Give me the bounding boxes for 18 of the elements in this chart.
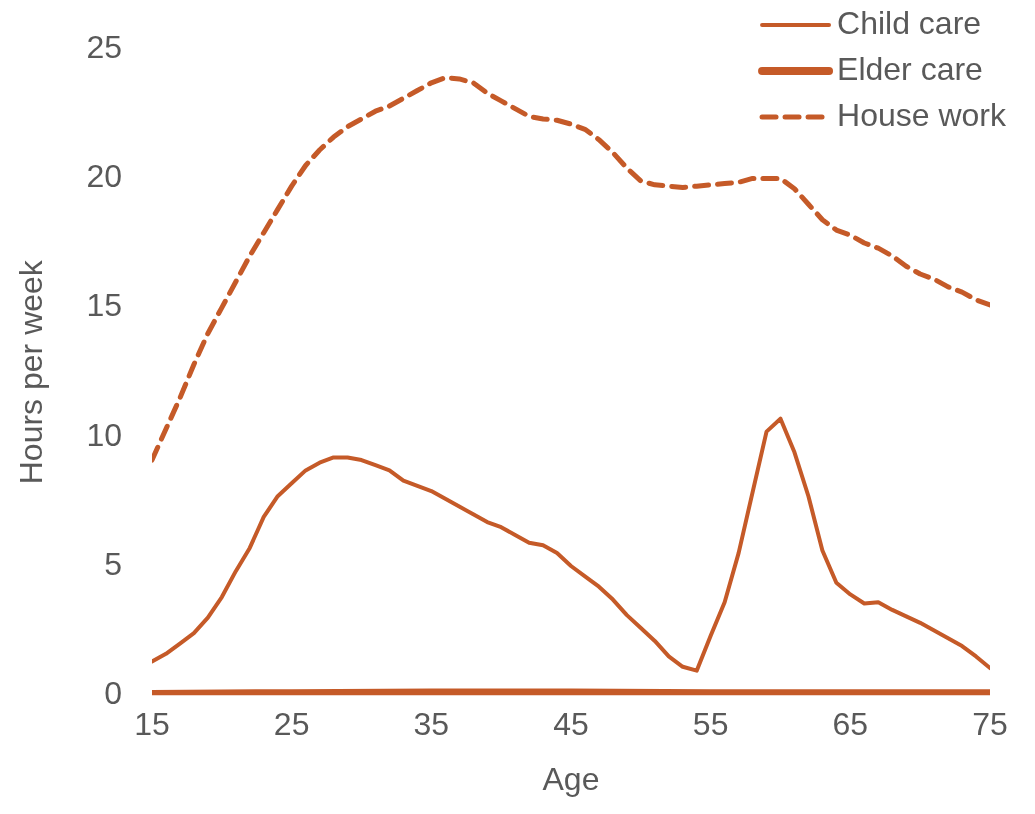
y-tick-label: 5 (104, 545, 122, 582)
y-axis-title: Hours per week (13, 259, 50, 485)
y-tick-label: 0 (104, 675, 122, 712)
x-tick-label: 25 (273, 706, 310, 743)
y-tick-label: 10 (86, 416, 122, 453)
y-tick-label: 25 (86, 29, 122, 66)
x-tick-label: 35 (413, 706, 450, 743)
legend-label: House work (837, 96, 1007, 133)
x-tick-label: 15 (134, 706, 170, 743)
y-tick-label: 15 (86, 287, 122, 324)
x-tick-label: 75 (972, 706, 1008, 743)
y-tick-label: 20 (86, 158, 122, 195)
x-tick-label: 45 (553, 706, 589, 743)
legend-label: Child care (837, 4, 982, 41)
legend-label: Elder care (837, 50, 983, 87)
x-tick-label: 65 (832, 706, 869, 743)
x-axis-title: Age (542, 760, 600, 797)
x-tick-label: 55 (692, 706, 729, 743)
